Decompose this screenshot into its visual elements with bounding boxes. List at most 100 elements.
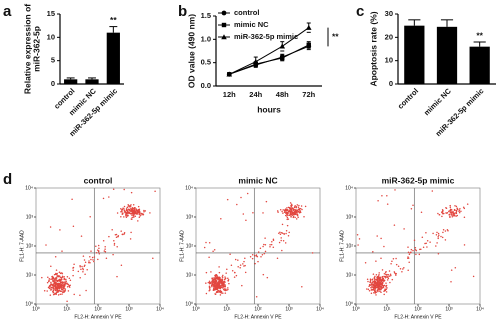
cell-dot [437,232,440,235]
y-tick-label: 10¹ [186,272,194,278]
cell-dot [381,194,383,197]
cell-dot [132,216,135,218]
cell-dot [264,243,267,246]
y-tick-label: 10³ [346,214,354,220]
cell-dot [286,209,288,211]
cell-events [203,192,314,298]
cell-dot [53,279,55,282]
cell-dot [287,235,290,237]
cell-dot [287,214,289,216]
cell-dot [149,212,151,214]
cell-dot [298,204,300,207]
cell-dot [55,291,58,293]
x-tick-label: mimic NC [422,86,453,117]
cell-dot [288,210,290,213]
panel-letter: c [356,3,364,20]
cell-dot [58,280,61,282]
cell-dot [89,255,91,258]
cell-dot [370,286,372,289]
cell-dot [369,281,371,283]
cell-dot [448,210,450,213]
cell-dot [102,240,105,242]
cell-dot [455,212,457,214]
cell-dot [384,289,387,292]
cell-dot [233,276,236,278]
cell-dot [85,289,87,292]
cell-dot [214,277,217,280]
cell-dot [383,293,385,296]
cell-dot [104,248,106,250]
bar [85,79,99,84]
cell-dot [293,208,295,211]
cell-dot [239,267,241,269]
cell-dot [368,289,371,292]
cell-dot [280,239,282,242]
cell-dot [381,281,383,283]
cell-dot [214,283,217,286]
cell-dot [356,233,359,236]
y-tick-label: 10⁰ [345,301,353,307]
cell-dot [52,293,55,296]
cell-dot [205,241,207,244]
x-tick-label: 10⁰ [352,306,360,312]
cell-dot [62,288,65,290]
y-tick-label: 0 [51,79,55,88]
cell-dot [371,285,373,287]
cell-dot [385,291,388,293]
annotation: ** [332,31,339,41]
cell-dot [372,281,374,283]
cell-dot [231,270,234,272]
cell-dot [143,210,145,213]
cell-dot [380,283,383,285]
cell-dot [407,256,409,258]
cell-dot [51,277,54,280]
x-tick-label: 10¹ [223,306,231,312]
cell-dot [252,212,254,214]
cell-dot [381,278,383,280]
bar [106,32,120,84]
cell-dot [41,276,43,279]
cell-dot [68,285,70,288]
cell-dot [456,207,458,209]
y-tick-label: 10² [346,243,354,249]
cell-dot [266,276,269,279]
cell-dot [125,211,128,214]
cell-dot [138,213,141,215]
cell-dot [281,223,284,226]
cell-dot [466,203,469,205]
cell-dot [261,254,264,256]
cell-dot [374,278,376,281]
cell-dot [55,279,58,281]
cell-dot [222,288,225,291]
cell-dot [246,192,249,195]
cell-dot [368,285,370,287]
cell-dot [377,275,380,277]
cell-dot [450,269,453,271]
cell-dot [122,207,124,209]
cell-dot [255,295,258,298]
cell-dot [239,264,242,266]
cell-dot [108,196,110,198]
cell-dot [442,231,444,234]
cell-dot [463,244,466,246]
cell-dot [286,213,288,216]
cell-dot [381,275,384,278]
cell-dot [124,210,127,213]
cell-dot [130,191,133,194]
cell-dot [263,243,265,246]
cell-dot [131,210,134,212]
cell-dot [287,212,289,214]
cell-dot [55,269,58,271]
cell-dot [131,218,133,221]
cell-dot [84,273,86,276]
cell-dot [220,286,223,288]
cell-dot [278,241,281,244]
cell-dot [54,284,57,286]
cell-dot [61,293,63,295]
cell-dot [56,276,58,278]
cell-dot [55,293,57,296]
cell-dot [56,284,59,287]
cell-dot [216,285,219,288]
cell-dot [136,212,139,214]
y-axis-label: FL1-H: 7-AAD [179,230,185,262]
